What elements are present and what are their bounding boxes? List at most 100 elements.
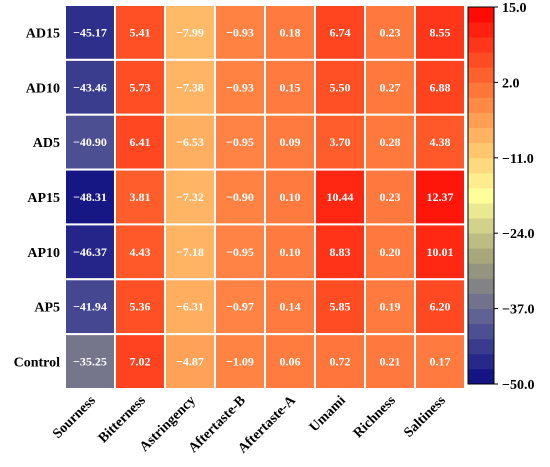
column-label: Sourness [50, 393, 99, 442]
cell-value-label: 4.38 [430, 135, 451, 149]
cell-value-label: 6.88 [430, 80, 451, 94]
colorbar-tick-label: −24.0 [502, 227, 534, 242]
cell-value-label: −46.37 [73, 245, 107, 259]
colorbar-tick-label: 15.0 [502, 1, 527, 16]
cell-value-label: 0.10 [280, 245, 301, 259]
heatmap-cell [414, 58, 466, 116]
cell-value-label: 4.43 [130, 245, 151, 259]
cell-value-label: 0.17 [430, 355, 451, 369]
colorbar-step [468, 97, 494, 113]
colorbar-step [468, 308, 494, 325]
cell-value-label: 6.41 [130, 135, 151, 149]
cell-value-label: −0.95 [226, 135, 254, 149]
heatmap-cell [314, 58, 366, 116]
heatmap-cell [364, 333, 416, 390]
colorbar-tick-label: −50.0 [502, 378, 534, 393]
cell-value-label: −6.53 [176, 135, 204, 149]
cell-value-label: −40.90 [73, 135, 107, 149]
cell-value-label: 0.10 [280, 190, 301, 204]
cell-value-label: −0.97 [226, 300, 254, 314]
cell-value-label: 0.19 [380, 300, 401, 314]
cell-value-label: −48.31 [73, 190, 107, 204]
colorbar-step [468, 112, 494, 129]
heatmap-cell [64, 333, 116, 390]
cell-value-label: 0.18 [280, 25, 301, 39]
cell-value-label: −4.87 [176, 355, 204, 369]
colorbar-tick-label: −11.0 [502, 152, 534, 167]
heatmap-cell [264, 278, 316, 336]
colorbar-step [468, 278, 494, 294]
colorbar-step [468, 157, 494, 174]
column-labels: SournessBitternessAstringencyAftertaste-… [50, 393, 449, 457]
cell-value-label: 8.83 [330, 245, 351, 259]
colorbar: 15.0 2.0 −11.0 −24.0 −37.0 −50.0 [467, 1, 534, 393]
row-label: AP15 [27, 191, 60, 206]
colorbar-step [468, 37, 494, 53]
cell-value-label: 0.20 [380, 245, 401, 259]
heatmap-cell [214, 113, 266, 171]
heatmap-cell [264, 333, 316, 390]
row-label: AD15 [26, 26, 60, 41]
heatmap-cell [314, 4, 366, 61]
heatmap-cell [414, 4, 466, 61]
cell-value-label: 3.81 [130, 190, 151, 204]
row-label: Control [14, 356, 61, 371]
cell-value-label: −0.93 [226, 25, 254, 39]
colorbar-step [468, 172, 494, 189]
cell-value-label: −1.09 [226, 355, 254, 369]
heatmap-cell [214, 223, 266, 281]
colorbar-tick-label: −37.0 [502, 303, 534, 318]
colorbar-step [468, 293, 494, 309]
cell-value-label: 5.41 [130, 25, 151, 39]
heatmap-cell [264, 113, 316, 171]
heatmap-cell [314, 333, 366, 390]
row-label: AD10 [26, 81, 60, 96]
heatmap-cell [114, 278, 166, 336]
colorbar-step [468, 323, 494, 340]
cell-value-label: −6.31 [176, 300, 204, 314]
heatmap-cell [314, 278, 366, 336]
colorbar-step [468, 368, 494, 385]
cell-value-label: −0.95 [226, 245, 254, 259]
heatmap-cell [114, 333, 166, 390]
cell-value-label: 3.70 [330, 135, 351, 149]
cell-value-label: 0.09 [280, 135, 301, 149]
colorbar-step [468, 203, 494, 219]
cell-value-label: −7.99 [176, 25, 204, 39]
colorbar-step [468, 127, 494, 144]
cell-value-label: 0.23 [380, 25, 401, 39]
heatmap-cell [414, 333, 466, 390]
cell-value-label: 10.44 [327, 190, 354, 204]
cell-value-label: 6.20 [430, 300, 451, 314]
colorbar-step [468, 218, 494, 234]
cell-value-label: −7.38 [176, 80, 204, 94]
colorbar-step [468, 338, 494, 355]
cell-value-label: 5.85 [330, 300, 351, 314]
cell-value-label: −0.93 [226, 80, 254, 94]
heatmap-cell [414, 113, 466, 171]
heatmap-cell [364, 168, 416, 226]
colorbar-step [468, 7, 494, 23]
cell-value-label: −7.18 [176, 245, 204, 259]
cell-value-label: 10.01 [427, 245, 454, 259]
cell-value-label: 5.36 [130, 300, 151, 314]
colorbar-step [468, 263, 494, 279]
heatmap-cell [314, 113, 366, 171]
heatmap-cell [164, 333, 216, 390]
heatmap-cell [214, 58, 266, 116]
heatmap-cells: −45.17 5.41 −7.99 −0.93 0.18 6.74 0.23 8.55 −43.… [64, 4, 466, 390]
colorbar-tick-label: 2.0 [502, 76, 520, 91]
cell-value-label: 8.55 [430, 25, 451, 39]
colorbar-step [468, 353, 494, 370]
column-label: Bitterness [96, 393, 149, 446]
column-label: Richness [351, 393, 399, 441]
row-label: AP5 [34, 301, 60, 316]
heatmap-cell [164, 113, 216, 171]
colorbar-step [468, 233, 494, 249]
colorbar-step [468, 248, 494, 264]
colorbar-frame [467, 6, 495, 385]
heatmap-cell [164, 168, 216, 226]
cell-value-label: −43.46 [73, 80, 107, 94]
colorbar-step [468, 52, 494, 68]
